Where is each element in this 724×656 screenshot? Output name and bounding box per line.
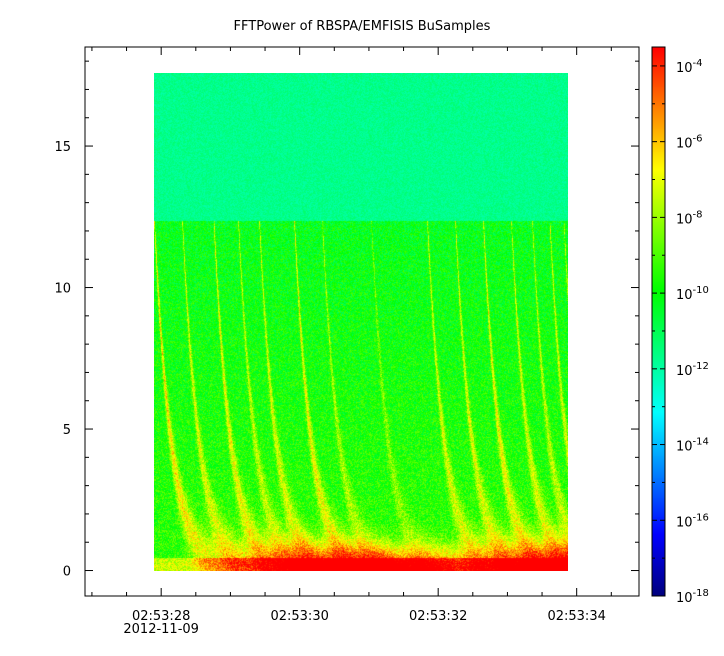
spectrogram-area: [154, 73, 568, 571]
x-tick-sublabel: 2012-11-09: [123, 622, 199, 637]
colorbar-tick-label: 10-12: [676, 361, 709, 379]
colorbar-area: [652, 47, 665, 596]
colorbar-tick-label: 10-4: [676, 58, 703, 76]
y-tick-label: 0: [63, 565, 71, 580]
y-tick-label: 15: [54, 140, 71, 155]
colorbar-tick-label: 10-10: [676, 285, 709, 303]
colorbar-gradient: [652, 47, 665, 596]
colorbar-tick-label: 10-14: [676, 437, 709, 455]
chart-title: FFTPower of RBSPA/EMFISIS BuSamples: [234, 19, 491, 34]
y-axis: 0 5 10 15: [54, 60, 639, 580]
x-tick-label: 02:53:32: [409, 609, 467, 624]
y-tick-label: 10: [54, 282, 71, 297]
x-tick-label: 02:53:28: [132, 609, 190, 624]
colorbar-frame: [651, 46, 666, 597]
colorbar-tick-label: 10-8: [676, 209, 703, 227]
colorbar-tick-label: 10-16: [676, 512, 709, 530]
colorbar-tick-label: 10-18: [676, 588, 709, 606]
spectrogram-image: [154, 73, 568, 571]
x-tick-label: 02:53:34: [547, 609, 605, 624]
y-tick-label: 5: [63, 423, 71, 438]
colorbar-tick-label: 10-6: [676, 134, 703, 152]
x-tick-label: 02:53:30: [270, 609, 328, 624]
